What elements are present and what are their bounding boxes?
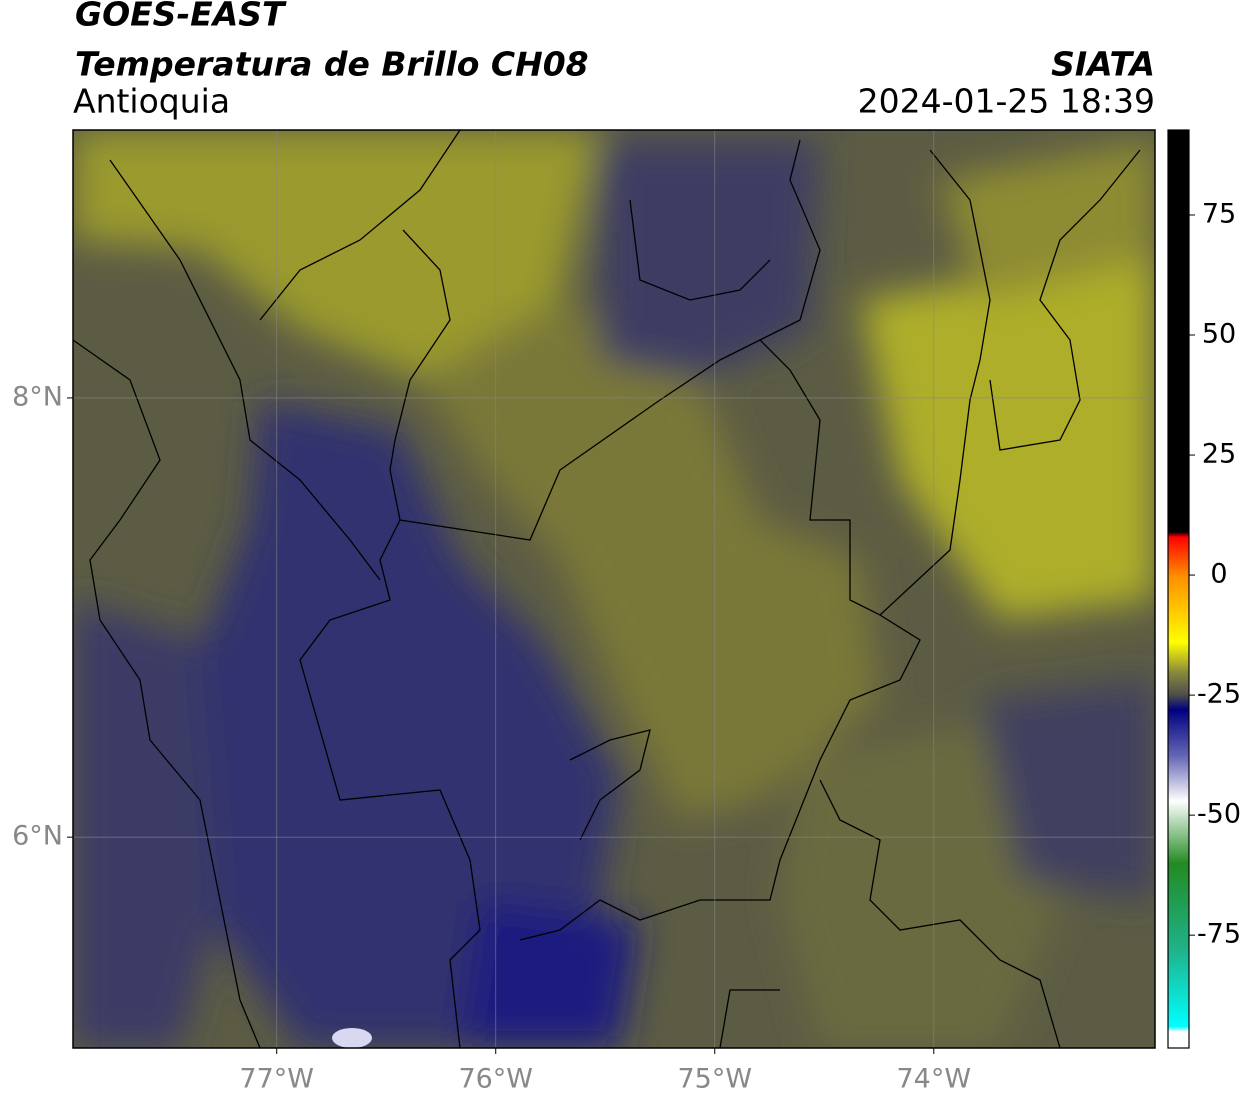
title: GOES-EAST (75, 0, 287, 34)
colorbar-segment (1168, 863, 1189, 951)
x-tick-label: 77°W (239, 1064, 314, 1095)
colorbar-segment (1168, 531, 1189, 538)
x-tick-label: 74°W (897, 1064, 972, 1095)
colorbar-tick-label: -25 (1197, 679, 1241, 710)
colorbar-segment (1168, 757, 1189, 802)
y-tick-label: 6°N (12, 821, 63, 852)
subtitle: Temperatura de Brillo CH08 (75, 45, 589, 84)
colorbar-tick-label: 50 (1202, 319, 1236, 350)
colorbar-segment (1168, 671, 1189, 696)
colorbar-segment (1168, 800, 1189, 864)
colorbar-frame (1167, 129, 1190, 1049)
colorbar-segment (1168, 130, 1189, 533)
colorbar-segment (1168, 1031, 1189, 1049)
colorbar-segment (1168, 536, 1189, 576)
datetime: 2024-01-25 18:39 (858, 82, 1155, 121)
region: Antioquia (73, 82, 230, 121)
x-tick-label: 75°W (677, 1064, 752, 1095)
colorbar-tick-label: 75 (1202, 198, 1236, 229)
colorbar-tick-label: 0 (1210, 559, 1227, 590)
colorbar-segment (1168, 695, 1189, 711)
grid (73, 130, 1155, 1048)
y-tick-label: 8°N (12, 381, 63, 412)
colorbar-segment (1168, 642, 1189, 672)
colorbar: 75 50 25 0 -25 -50 -75 (1167, 129, 1241, 1049)
colorbar-segment (1168, 1026, 1189, 1032)
satellite-field (73, 130, 1155, 1048)
colorbar-segment (1168, 575, 1189, 643)
colorbar-tick-label: 25 (1202, 439, 1236, 470)
colorbar-segment (1168, 949, 1189, 1027)
x-tick-label: 76°W (458, 1064, 533, 1095)
colorbar-segment (1168, 709, 1189, 759)
source: SIATA (1051, 45, 1155, 84)
colorbar-tick-label: -50 (1197, 799, 1241, 830)
map-frame (72, 129, 1156, 1049)
colorbar-tick-label: -75 (1197, 919, 1241, 950)
